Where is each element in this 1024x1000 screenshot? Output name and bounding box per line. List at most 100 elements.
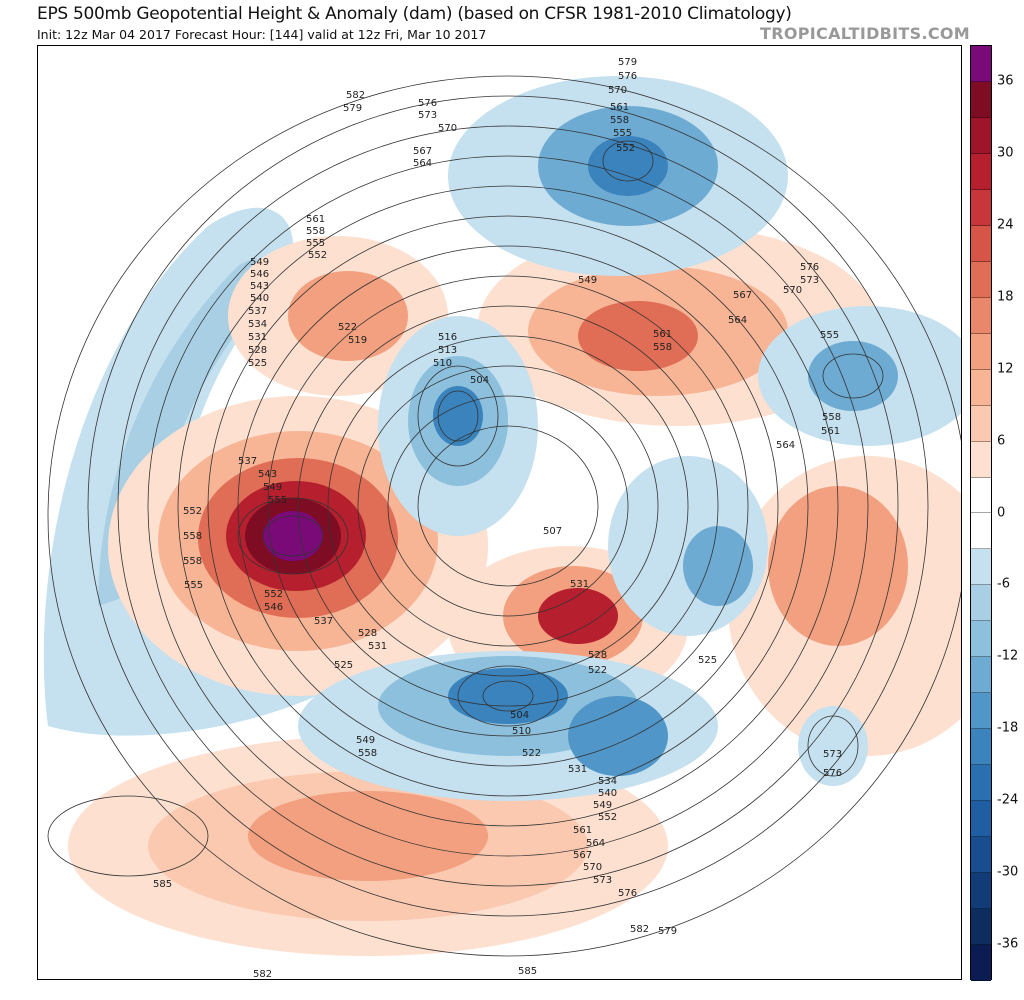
contour-label: 531 <box>568 764 587 775</box>
contour-label: 567 <box>573 850 592 861</box>
forecast-info: Init: 12z Mar 04 2017 Forecast Hour: [14… <box>37 27 487 42</box>
contour-label: 537 <box>238 456 257 467</box>
contour-label: 513 <box>438 345 457 356</box>
colorbar-tick: 30 <box>997 145 1014 161</box>
colorbar-bin <box>971 621 991 658</box>
contour-label: 555 <box>820 330 839 341</box>
contour-label: 528 <box>248 345 267 356</box>
brand-watermark: TROPICALTIDBITS.COM <box>760 24 970 43</box>
contour-label: 561 <box>653 329 672 340</box>
colorbar-bin <box>971 189 991 226</box>
contour-label: 564 <box>776 440 795 451</box>
colorbar-bin <box>971 46 991 82</box>
colorbar-tick: 12 <box>997 361 1014 377</box>
colorbar-bin <box>971 261 991 298</box>
contour-label: 561 <box>610 102 629 113</box>
contour-label: 552 <box>308 250 327 261</box>
contour-label: 582 <box>630 924 649 935</box>
contour-label: 519 <box>348 335 367 346</box>
colorbar-bin <box>971 477 991 514</box>
contour-label: 534 <box>248 319 267 330</box>
contour-label: 504 <box>470 375 489 386</box>
colorbar-bin <box>971 657 991 694</box>
colorbar-bin <box>971 837 991 874</box>
colorbar-bin <box>971 405 991 442</box>
contour-label: 549 <box>250 257 269 268</box>
contour-label: 537 <box>314 616 333 627</box>
contour-label: 525 <box>334 660 353 671</box>
contour-label: 579 <box>658 926 677 937</box>
colorbar-bin <box>971 441 991 478</box>
contour-label: 558 <box>653 342 672 353</box>
contour-label: 549 <box>593 800 612 811</box>
contour-label: 531 <box>248 332 267 343</box>
contour-label: 510 <box>512 726 531 737</box>
contour-label: 561 <box>306 214 325 225</box>
contour-label: 552 <box>183 506 202 517</box>
contour-label: 576 <box>418 98 437 109</box>
colorbar-tick: -36 <box>997 936 1019 952</box>
colorbar-bin <box>971 945 991 981</box>
colorbar-bin <box>971 729 991 766</box>
contour-label: 507 <box>543 526 562 537</box>
contour-label: 570 <box>583 862 602 873</box>
colorbar-tick: -6 <box>997 576 1010 592</box>
colorbar-bin <box>971 513 991 550</box>
contour-label: 585 <box>518 966 537 977</box>
contour-label: 534 <box>598 776 617 787</box>
contour-label: 510 <box>433 358 452 369</box>
colorbar-bin <box>971 333 991 370</box>
contour-label: 552 <box>616 143 635 154</box>
geopotential-map: 582 579 576 573 570 567 564 561 558 555 552 549 546 5… <box>37 45 962 980</box>
colorbar-bin <box>971 693 991 730</box>
colorbar-tick: 18 <box>997 289 1014 305</box>
contour-label: 555 <box>306 238 325 249</box>
contour-label: 564 <box>586 838 605 849</box>
contour-label: 576 <box>618 888 637 899</box>
contour-label: 579 <box>618 57 637 68</box>
contour-label: 558 <box>358 748 377 759</box>
contour-label: 552 <box>264 589 283 600</box>
contour-label: 543 <box>250 281 269 292</box>
colorbar-bin <box>971 549 991 586</box>
colorbar-bin <box>971 585 991 622</box>
contour-label: 546 <box>250 269 269 280</box>
contour-label: 522 <box>588 665 607 676</box>
contour-label: 504 <box>510 710 529 721</box>
colorbar-tick: 36 <box>997 73 1014 89</box>
colorbar-bin <box>971 909 991 946</box>
contour-label: 585 <box>153 879 172 890</box>
contour-label: 522 <box>522 748 541 759</box>
contour-label: 543 <box>258 469 277 480</box>
contour-label: 558 <box>822 412 841 423</box>
contour-label: 579 <box>343 103 362 114</box>
contour-label: 570 <box>438 123 457 134</box>
contour-label: 576 <box>618 71 637 82</box>
anomaly-shading <box>43 76 961 956</box>
contour-label: 576 <box>800 262 819 273</box>
colorbar-bin <box>971 225 991 262</box>
chart-title: EPS 500mb Geopotential Height & Anomaly … <box>37 4 792 24</box>
contour-label: 522 <box>338 322 357 333</box>
contour-label: 552 <box>598 812 617 823</box>
contour-label: 525 <box>698 655 717 666</box>
contour-label: 558 <box>183 531 202 542</box>
contour-label: 573 <box>418 110 437 121</box>
contour-label: 564 <box>413 158 432 169</box>
contour-label: 570 <box>608 85 627 96</box>
colorbar-bin <box>971 873 991 910</box>
contour-label: 525 <box>248 358 267 369</box>
colorbar-bin <box>971 369 991 406</box>
contour-label: 549 <box>578 275 597 286</box>
contour-label: 570 <box>783 285 802 296</box>
contour-label: 573 <box>593 875 612 886</box>
contour-label: 573 <box>800 275 819 286</box>
contour-label: 561 <box>573 825 592 836</box>
colorbar-bin <box>971 153 991 190</box>
contour-label: 516 <box>438 332 457 343</box>
contour-label: 576 <box>823 768 842 779</box>
contour-label: 540 <box>598 788 617 799</box>
contour-label: 564 <box>728 315 747 326</box>
